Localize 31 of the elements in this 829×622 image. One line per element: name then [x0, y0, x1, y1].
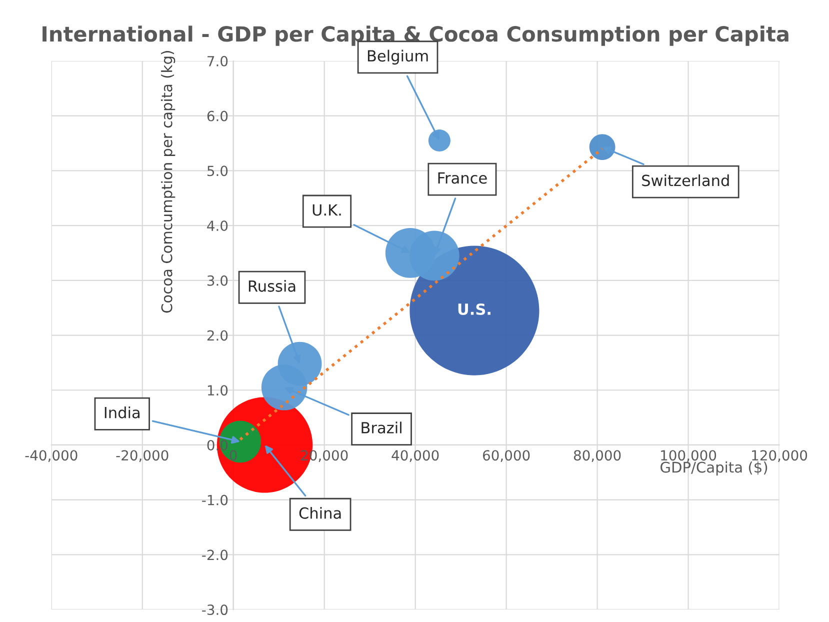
y-tick-label: -3.0 — [202, 604, 228, 616]
x-tick-label: 40,000 — [392, 450, 439, 462]
y-tick-label: 6.0 — [207, 110, 228, 122]
annotation: U.K. — [312, 204, 341, 216]
chart-title: International - GDP per Capita & Cocoa Consumption per Capita — [42, 26, 788, 46]
annotation: Brazil — [362, 422, 402, 434]
y-tick-label: 3.0 — [207, 275, 228, 286]
y-tick-label: -1.0 — [202, 494, 228, 506]
annotation: India — [104, 406, 140, 418]
annotation: Switzerland — [642, 174, 729, 186]
x-tick-label: -40,000 — [25, 450, 78, 462]
x-tick-label: 0 — [230, 450, 237, 461]
x-tick-label: -20,000 — [116, 450, 168, 462]
annotation: Russia — [248, 280, 296, 292]
y-tick-label: -2.0 — [202, 550, 228, 560]
y-tick-label: 4.0 — [207, 220, 228, 232]
y-tick-label: 5.0 — [207, 166, 228, 176]
y-tick-label: 1.0 — [208, 385, 228, 396]
annotation: France — [438, 172, 487, 184]
y-tick-label: 2.0 — [207, 330, 228, 341]
x-tick-label: 60,000 — [482, 450, 530, 462]
y-tick-label: 7.0 — [208, 56, 228, 66]
annotation: U.S. — [458, 303, 490, 316]
annotation: China — [299, 507, 341, 519]
y-tick-label: 0.0 — [207, 440, 228, 450]
x-axis-title: GDP/Capita ($) — [660, 461, 768, 476]
x-tick-label: 100,000 — [661, 450, 716, 462]
x-tick-label: 120,000 — [752, 450, 808, 462]
annotation: Belgium — [368, 50, 428, 65]
y-axis-title: Cocoa Comcumption per capita (kg) — [161, 51, 176, 313]
x-tick-label: 80,000 — [574, 450, 621, 462]
